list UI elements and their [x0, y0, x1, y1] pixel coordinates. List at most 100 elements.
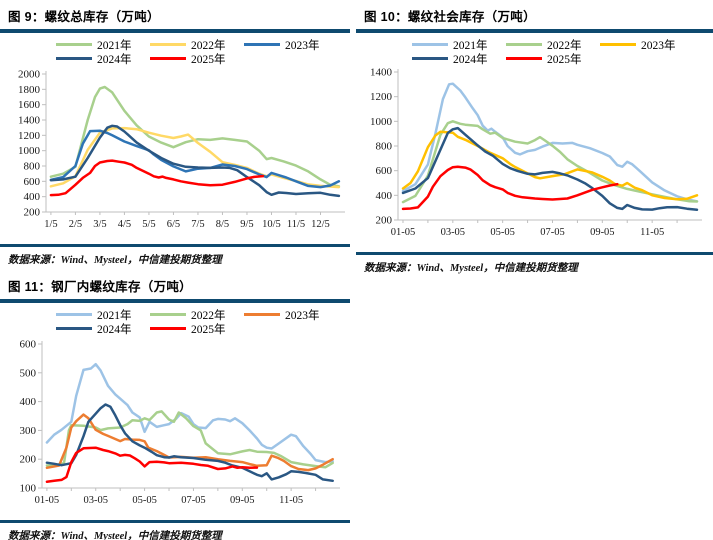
legend-label: 2025年: [547, 53, 582, 66]
y-axis-label: 100: [20, 482, 37, 494]
series-line-2024: [49, 124, 341, 197]
figure-10-panel: 图 10：螺纹社会库存（万吨） 2021年 2022年 2023年 2024年 2025…: [356, 0, 713, 275]
figure-9-line-chart: 200 400 600 800 1000 1200 1400 1600 1800 2000 1/5 2…: [18, 68, 345, 230]
y-axis-label: 200: [376, 214, 393, 226]
legend-item-2024: 2024年: [412, 51, 506, 67]
y-axis-label: 1200: [370, 91, 393, 103]
legend-item-2021: 2021年: [412, 37, 506, 53]
legend-label: 2025年: [191, 53, 226, 66]
legend-swatch-2022: [150, 313, 186, 316]
legend-item-2022: 2022年: [150, 307, 244, 323]
y-axis-label: 1000: [370, 115, 393, 127]
x-axis-label: 09-05: [230, 495, 255, 506]
y-axis-label: 1200: [18, 129, 41, 141]
legend-swatch-2024: [412, 57, 448, 60]
series-line-2023: [49, 128, 341, 188]
x-axis-label: 10/5: [262, 219, 281, 230]
legend-swatch-2022: [150, 43, 186, 46]
title-divider: [0, 29, 350, 33]
x-axis-label: 03-05: [441, 227, 466, 238]
x-axis-label: 01-05: [391, 227, 416, 238]
x-axis-label: 03-05: [83, 495, 108, 506]
legend-label: 2022年: [191, 309, 226, 322]
legend-label: 2021年: [97, 309, 132, 322]
legend-item-2023: 2023年: [600, 37, 694, 53]
title-divider: [356, 29, 713, 33]
legend-label: 2023年: [285, 309, 320, 322]
series-line-2021: [45, 362, 334, 463]
x-axis-label: 4/5: [118, 219, 131, 230]
figure-10-line-chart: 200 400 600 800 1000 1200 1400 01-05 03-05 05-05 0…: [370, 66, 702, 238]
x-axis-label: 07-05: [181, 495, 206, 506]
figure-9-title: 图 9：螺纹总库存（万吨）: [8, 10, 160, 24]
legend-item-2022: 2022年: [506, 37, 600, 53]
y-axis-label: 1400: [18, 114, 41, 126]
figure-9-legend: 2021年 2022年 2023年 2024年 2025年: [0, 38, 350, 66]
figure-11-panel: 图 11：钢厂内螺纹库存（万吨） 2021年 2022年 2023年 2024年 202…: [0, 270, 350, 540]
y-axis-label: 400: [376, 189, 393, 201]
series-line-2021: [49, 85, 341, 188]
x-axis-label: 6/5: [167, 219, 180, 230]
legend-row: 2024年 2025年: [412, 52, 713, 66]
legend-swatch-2025: [506, 57, 542, 60]
x-axis-label: 07-05: [540, 227, 565, 238]
legend-label: 2021年: [453, 39, 488, 52]
legend-swatch-2022: [506, 43, 542, 46]
series-line-2025: [401, 164, 619, 210]
series-line-2025: [45, 445, 259, 483]
y-axis-label: 1600: [18, 99, 41, 111]
legend-row: 2021年 2022年 2023年: [56, 308, 350, 322]
figure-9-source: 数据来源：Wind、Mysteel，中信建投期货整理: [8, 255, 222, 266]
figure-10-source: 数据来源：Wind、Mysteel，中信建投期货整理: [364, 263, 578, 274]
legend-swatch-2021: [412, 43, 448, 46]
series-line-2024: [45, 402, 334, 482]
figure-9-panel: 图 9：螺纹总库存（万吨） 2021年 2022年 2023年 2024年 2025年 …: [0, 0, 350, 267]
series-line-2022: [49, 126, 341, 188]
x-axis-label: 8/5: [216, 219, 229, 230]
legend-swatch-2023: [244, 313, 280, 316]
x-axis-label: 05-05: [132, 495, 157, 506]
x-axis-label: 11-05: [640, 227, 664, 238]
x-axis-label: 2/5: [69, 219, 82, 230]
x-axis-label: 9/5: [240, 219, 253, 230]
x-axis-label: 12/5: [311, 219, 330, 230]
x-axis-label: 5/5: [142, 219, 155, 230]
series-line-2025: [49, 158, 265, 196]
legend-label: 2021年: [97, 39, 132, 52]
legend-label: 2022年: [191, 39, 226, 52]
y-axis-label: 300: [20, 424, 37, 436]
y-axis-label: 200: [20, 453, 37, 465]
legend-label: 2022年: [547, 39, 582, 52]
bottom-divider: [0, 519, 350, 523]
title-divider: [0, 299, 350, 303]
figure-11-title: 图 11：钢厂内螺纹库存（万吨）: [8, 280, 192, 294]
legend-label: 2024年: [453, 53, 488, 66]
y-axis-label: 1800: [18, 83, 41, 95]
legend-item-2024: 2024年: [56, 51, 150, 67]
y-axis-label: 200: [24, 206, 41, 218]
legend-swatch-2023: [600, 43, 636, 46]
figure-10-title: 图 10：螺纹社会库存（万吨）: [364, 10, 536, 24]
legend-item-2025: 2025年: [506, 51, 600, 67]
legend-swatch-2021: [56, 313, 92, 316]
y-axis-label: 600: [20, 338, 37, 350]
bottom-divider: [0, 243, 350, 247]
y-axis-label: 2000: [18, 68, 41, 80]
series-line-2022: [401, 119, 699, 203]
y-axis-label: 400: [20, 396, 37, 408]
legend-swatch-2024: [56, 57, 92, 60]
legend-swatch-2023: [244, 43, 280, 46]
legend-item-2022: 2022年: [150, 37, 244, 53]
series-line-2024: [401, 126, 699, 211]
legend-item-2024: 2024年: [56, 321, 150, 337]
figure-10-legend: 2021年 2022年 2023年 2024年 2025年: [356, 38, 713, 66]
legend-swatch-2021: [56, 43, 92, 46]
y-axis-label: 1000: [18, 145, 41, 157]
legend-item-2023: 2023年: [244, 37, 338, 53]
legend-label: 2023年: [285, 39, 320, 52]
legend-row: 2021年 2022年 2023年: [412, 38, 713, 52]
figure-11-source: 数据来源：Wind、Mysteel，中信建投期货整理: [8, 531, 222, 540]
series-line-2021: [401, 81, 699, 203]
x-axis-label: 09-05: [590, 227, 615, 238]
